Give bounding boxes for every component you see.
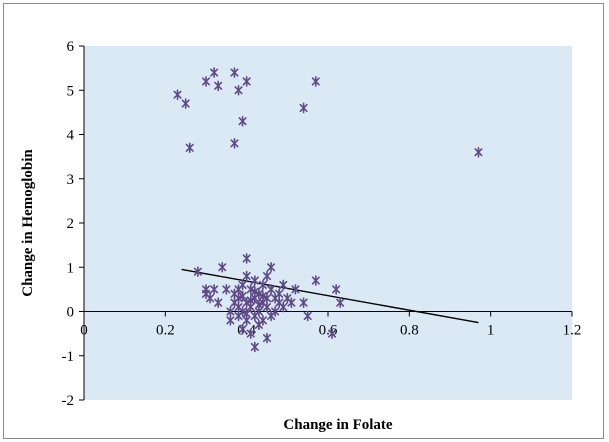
data-point (254, 288, 263, 300)
data-point (234, 84, 243, 96)
y-tick-label: 0 (67, 305, 75, 321)
data-point (185, 142, 194, 154)
data-point (279, 301, 288, 313)
x-tick-label: 0.2 (156, 323, 175, 339)
y-tick-label: 3 (67, 172, 75, 188)
data-point (299, 297, 308, 308)
x-tick-label: 1.2 (563, 323, 582, 339)
data-point (222, 284, 231, 295)
data-point (262, 292, 272, 304)
x-tick-label: 0 (80, 323, 88, 339)
data-point (262, 301, 272, 313)
data-point (210, 284, 219, 295)
data-point (291, 284, 300, 295)
data-point (181, 98, 190, 109)
data-point (218, 261, 227, 273)
y-tick-label: -2 (62, 393, 75, 409)
y-tick-label: 6 (67, 39, 75, 55)
data-point (474, 146, 483, 158)
data-point (267, 284, 276, 295)
data-point (201, 76, 211, 87)
y-tick-label: 4 (67, 128, 75, 144)
data-point (275, 288, 284, 300)
data-point (193, 266, 202, 277)
data-points (173, 67, 483, 353)
y-tick-label: 2 (67, 216, 75, 232)
data-point (303, 310, 312, 322)
data-point (214, 80, 223, 92)
data-point (173, 89, 182, 100)
data-point (258, 290, 267, 302)
data-point (206, 292, 215, 304)
y-tick-label: 1 (67, 260, 75, 276)
data-point (246, 284, 255, 295)
data-point (234, 292, 243, 304)
data-point (226, 315, 235, 326)
data-point (254, 299, 263, 311)
data-point (287, 297, 296, 308)
data-point (258, 279, 267, 291)
data-point (242, 270, 251, 282)
data-point (238, 290, 247, 302)
data-point (299, 102, 308, 114)
y-tick-label: 5 (67, 83, 75, 99)
data-point (214, 297, 223, 308)
x-tick-label: 1 (487, 323, 495, 339)
data-point (242, 76, 251, 87)
data-point (238, 115, 247, 127)
data-point (250, 341, 259, 353)
chart-container: -2 -1 0 1 2 3 4 5 6 0 0.2 0.4 0.6 0.8 1 1.2 Change in F… (3, 3, 604, 439)
data-point (230, 67, 239, 78)
data-point (271, 306, 280, 317)
data-point (258, 315, 267, 326)
data-point (332, 284, 341, 295)
data-point (230, 138, 239, 149)
data-point (262, 270, 272, 282)
data-point (328, 328, 337, 339)
data-point (242, 308, 251, 320)
data-point (234, 284, 243, 295)
data-point (238, 323, 247, 335)
data-point (210, 67, 219, 78)
data-point (246, 328, 255, 339)
trendline (181, 268, 479, 324)
data-point (226, 306, 235, 317)
data-point (246, 295, 255, 306)
plot-area (84, 46, 572, 400)
data-point (250, 275, 259, 286)
x-axis-title: Change in Folate (283, 417, 393, 433)
data-point (311, 275, 320, 286)
data-point (311, 76, 320, 87)
x-tick-label: 0.8 (400, 323, 419, 339)
data-point (267, 261, 276, 273)
data-point (336, 297, 345, 308)
data-point (242, 253, 251, 264)
data-point (279, 279, 288, 291)
data-point (262, 332, 272, 344)
y-axis-title: Change in Hemoglobin (20, 149, 36, 297)
y-tick-label: -1 (62, 349, 75, 365)
data-point (250, 286, 259, 297)
data-point (238, 306, 247, 317)
